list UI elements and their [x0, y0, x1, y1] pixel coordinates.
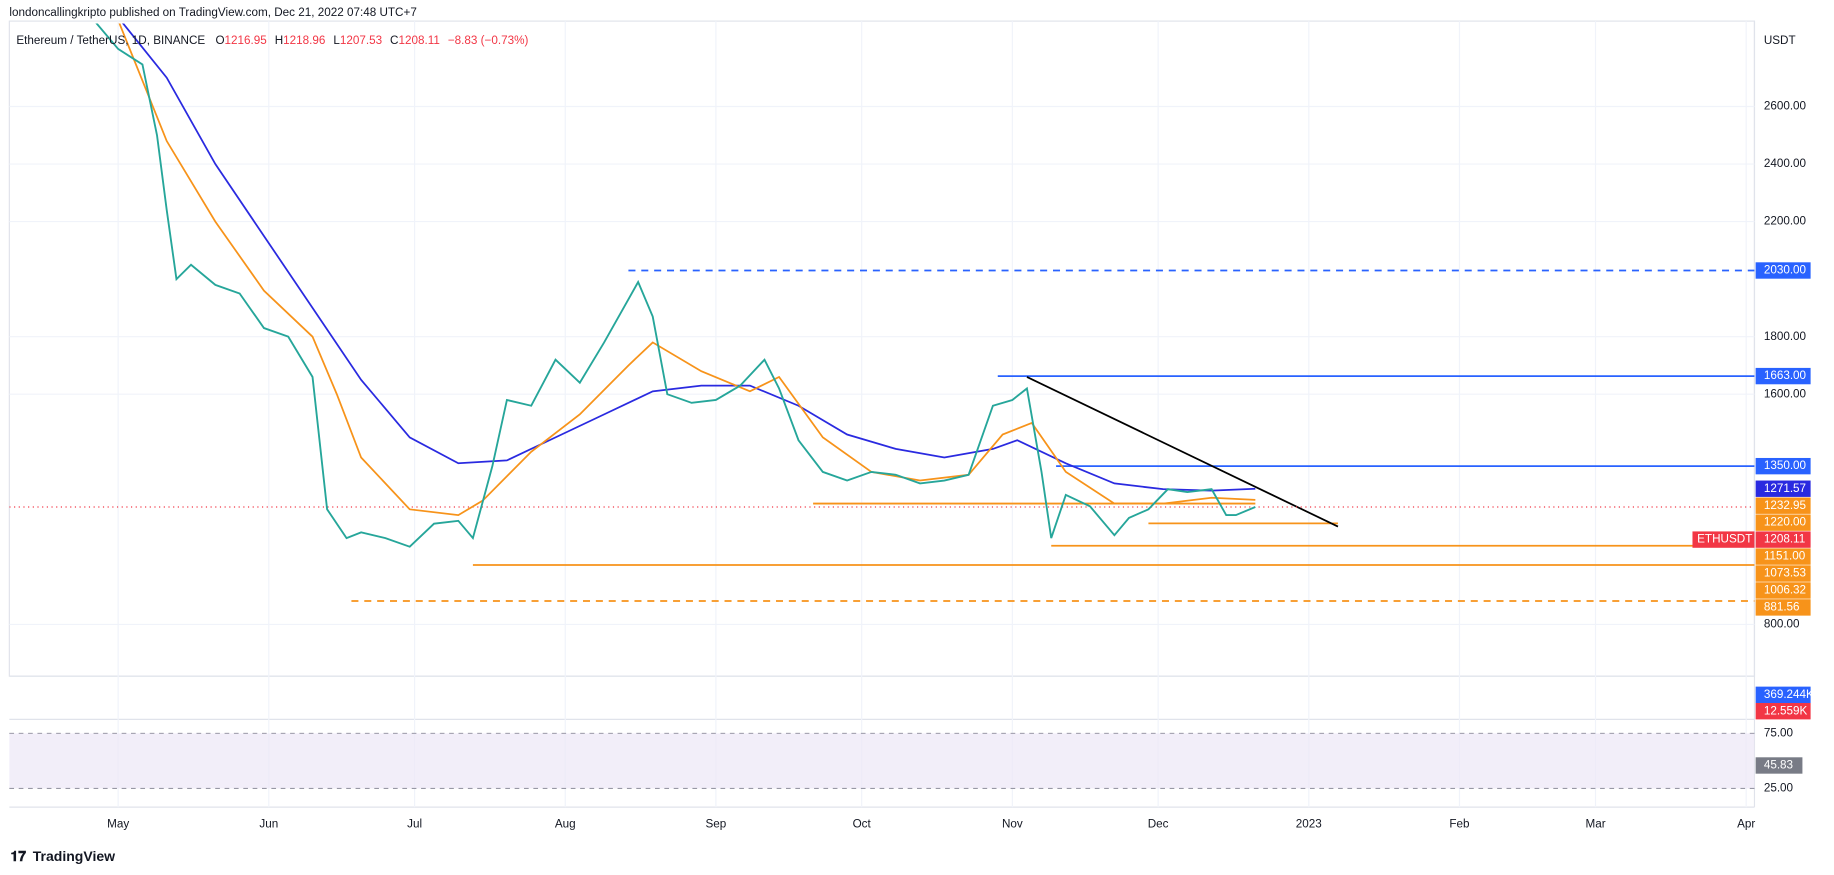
x-tick-label: Nov: [1002, 818, 1023, 831]
y-tick-label: 2600.00: [1764, 100, 1807, 113]
price-tag: [1755, 367, 1811, 385]
footer-icon: 𝟏𝟕: [11, 848, 27, 864]
change: −8.83 (−0.73%): [448, 34, 529, 47]
rsi-tag-label: 45.83: [1764, 759, 1793, 772]
open-label: O: [215, 34, 224, 47]
price-tag: [1755, 582, 1811, 599]
high-label: H: [275, 34, 283, 47]
symbol-tag-label: ETHUSDT: [1697, 533, 1752, 546]
volume-tag-label: 12.559K: [1764, 704, 1808, 717]
y-tick-label: 800.00: [1764, 618, 1800, 631]
volume-tag-label: 369.244K: [1764, 688, 1814, 701]
x-tick-label: Mar: [1585, 818, 1605, 831]
price-tag: [1755, 548, 1811, 565]
price-tag-label: 1271.57: [1764, 482, 1806, 495]
price-tag-label: 2030.00: [1764, 264, 1807, 277]
plot: [9, 23, 1755, 602]
price-tag: [1755, 531, 1811, 548]
currency: USDT: [1764, 34, 1796, 47]
price-tag: [1755, 514, 1811, 531]
price-tag: [1755, 262, 1811, 279]
x-tick-label: Apr: [1737, 818, 1755, 831]
price-tag-label: 1232.95: [1764, 499, 1807, 512]
x-tick-label: 2023: [1296, 818, 1322, 831]
close-label: C: [390, 34, 398, 47]
x-tick-label: Dec: [1148, 818, 1169, 831]
x-tick-label: May: [107, 818, 129, 831]
overlay: 800.00 1600.00 1800.00 2200.00 2400.00 2600.0…: [9, 100, 1814, 831]
y-tick-label: 1800.00: [1764, 330, 1807, 343]
price-tag: [1755, 565, 1811, 582]
x-tick-label: Sep: [705, 818, 726, 831]
rsi-tick-label: 75.00: [1764, 727, 1794, 740]
price-tag: [1755, 480, 1811, 497]
volume-tag: [1755, 703, 1811, 720]
rsi-tag: [1755, 757, 1803, 774]
moving-average: [118, 23, 1256, 516]
price-tag-label: 881.56: [1764, 601, 1800, 614]
publisher: londoncallingkripto published on Trading…: [9, 6, 416, 19]
rsi-tick-label: 25.00: [1764, 781, 1794, 794]
price-tag-label: 1006.32: [1764, 584, 1806, 597]
x-tick-label: Aug: [555, 818, 576, 831]
price-line: [95, 23, 1256, 548]
price-tag: [1755, 497, 1811, 514]
trendline: [1026, 376, 1339, 528]
low: 1207.53: [340, 34, 382, 47]
price-tag-label: 1151.00: [1764, 550, 1806, 563]
price-tag: [1755, 599, 1811, 616]
price-tag-label: 1073.53: [1764, 567, 1806, 580]
moving-average: [121, 23, 1256, 492]
footer-logo: TradingView: [33, 848, 115, 864]
close: 1208.11: [399, 34, 440, 47]
x-tick-label: Jun: [259, 818, 278, 831]
price-tag-label: 1220.00: [1764, 516, 1807, 529]
price-tag-label: 1350.00: [1764, 459, 1807, 472]
open: 1216.95: [225, 34, 268, 47]
x-tick-label: Feb: [1449, 818, 1470, 831]
symbol-tag: [1692, 531, 1755, 548]
price-tag: [1755, 457, 1811, 475]
grid: [9, 21, 1755, 808]
symbol-info: Ethereum / TetherUS, 1D, BINANCE O1216.9…: [16, 34, 528, 47]
price-tag-label: 1208.11: [1764, 533, 1805, 546]
x-tick-label: Oct: [853, 818, 872, 831]
high: 1218.96: [283, 34, 325, 47]
y-tick-label: 2200.00: [1764, 215, 1807, 228]
y-tick-label: 1600.00: [1764, 387, 1807, 400]
rsi-band: [9, 733, 1755, 789]
symbol: Ethereum / TetherUS, 1D, BINANCE: [16, 34, 205, 47]
x-tick-label: Jul: [407, 818, 422, 831]
y-tick-label: 2400.00: [1764, 157, 1807, 170]
volume-tag: [1755, 686, 1811, 704]
price-tag-label: 1663.00: [1764, 369, 1807, 382]
low-label: L: [333, 34, 340, 47]
